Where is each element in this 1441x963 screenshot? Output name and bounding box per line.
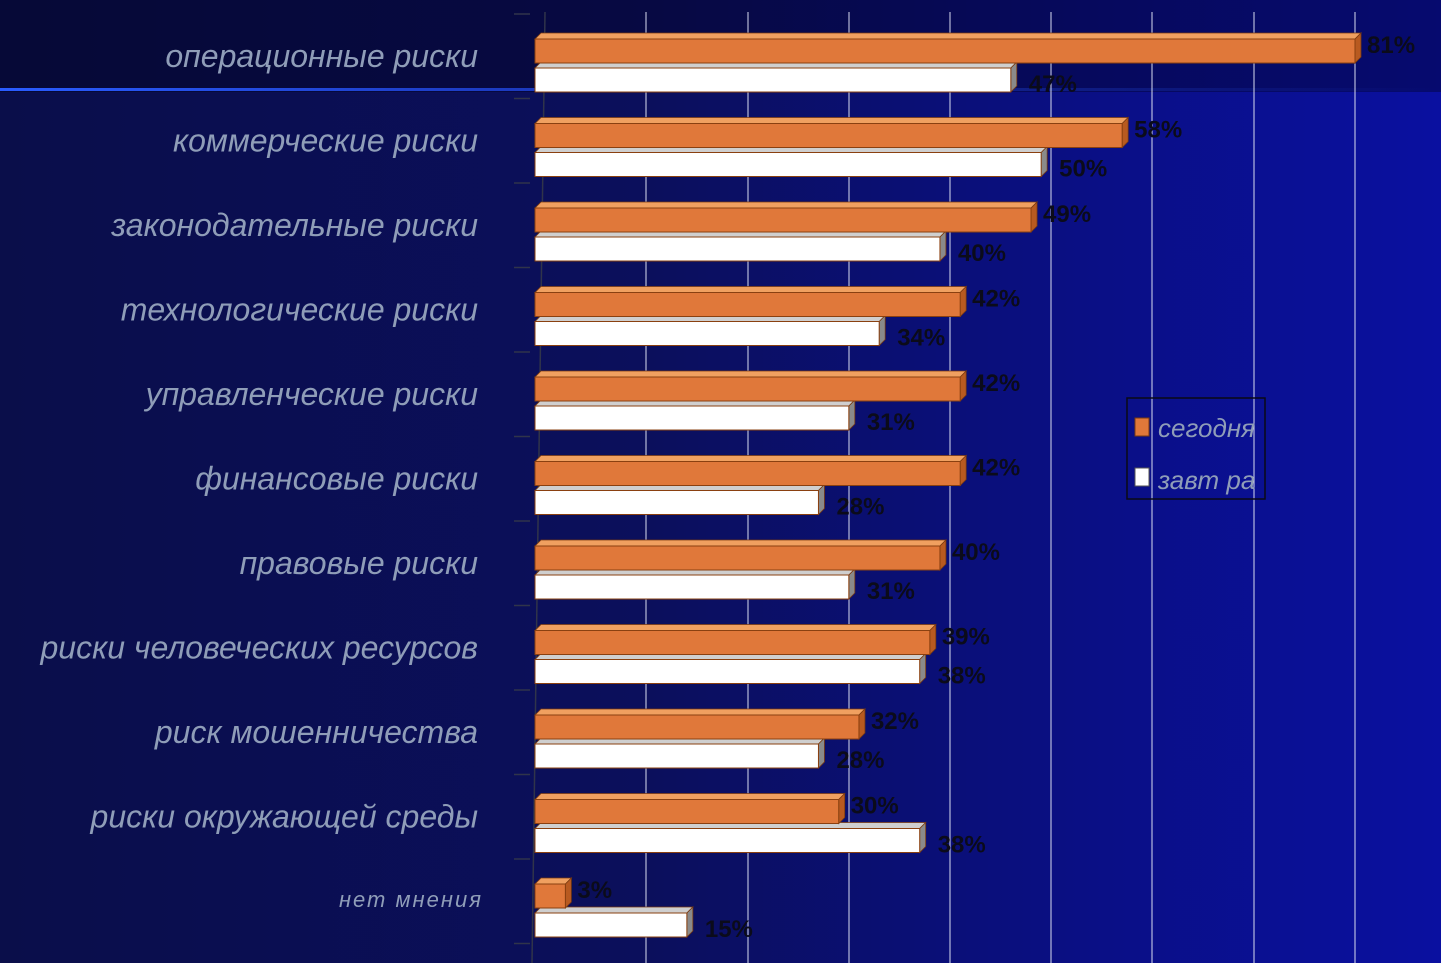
bar-tomorrow — [534, 737, 826, 769]
category-label: нет мнения — [339, 887, 483, 912]
value-label-today: 30% — [851, 793, 899, 820]
bar-tomorrow — [534, 314, 887, 347]
bar-tomorrow — [534, 61, 1018, 93]
bar-tomorrow — [534, 230, 947, 262]
legend-box — [1126, 397, 1266, 500]
category-label: законодательные риски — [110, 207, 478, 243]
value-label-today: 40% — [952, 539, 1000, 566]
bar-tomorrow — [534, 568, 856, 600]
value-labels: 81% 47% 58% 50% 49% 40% 42% 34% 42% 31% 42% 28% 40% 3… — [577, 32, 1415, 943]
bar-tomorrow — [534, 821, 927, 854]
category-label: правовые риски — [240, 545, 479, 581]
bar-today — [534, 116, 1130, 149]
value-label-tomorrow: 28% — [836, 747, 884, 774]
value-label-tomorrow: 50% — [1059, 156, 1107, 183]
bar-tomorrow — [534, 399, 856, 431]
category-label: финансовые риски — [195, 461, 478, 497]
value-label-today: 42% — [972, 286, 1020, 313]
bar-tomorrow — [534, 145, 1049, 178]
bar-tomorrow — [534, 906, 694, 938]
bar-tomorrow — [534, 483, 826, 516]
bar-today — [534, 370, 968, 402]
value-label-today: 58% — [1134, 117, 1182, 144]
value-label-tomorrow: 31% — [867, 409, 915, 436]
bar-today — [534, 539, 947, 571]
value-label-tomorrow: 15% — [705, 916, 753, 943]
category-label: коммерческие риски — [173, 123, 478, 159]
category-label: управленческие риски — [144, 376, 479, 412]
category-label: риски человеческих ресурсов — [40, 630, 479, 666]
category-labels: операционные риски коммерческие риски зако… — [40, 38, 483, 912]
value-label-tomorrow: 40% — [958, 240, 1006, 267]
bar-today — [534, 792, 846, 825]
value-label-tomorrow: 34% — [897, 325, 945, 352]
value-label-tomorrow: 31% — [867, 578, 915, 605]
value-label-tomorrow: 38% — [938, 832, 986, 859]
legend-label-today: сегодня — [1158, 413, 1255, 443]
category-label: риск мошенничества — [154, 714, 478, 750]
bars — [534, 32, 1362, 938]
value-label-today: 32% — [871, 708, 919, 735]
bar-tomorrow — [534, 652, 927, 685]
value-label-today: 42% — [972, 370, 1020, 397]
legend-label-tomorrow: завт ра — [1157, 465, 1255, 495]
legend: сегодня завт ра — [1126, 397, 1266, 500]
bar-today — [534, 201, 1039, 233]
value-label-today: 42% — [972, 455, 1020, 482]
bar-today — [534, 285, 968, 318]
value-label-tomorrow: 47% — [1029, 71, 1077, 98]
bar-today — [534, 877, 573, 909]
bar-today — [534, 708, 866, 740]
bar-today — [534, 454, 968, 487]
value-label-today: 81% — [1367, 32, 1415, 59]
legend-swatch-today — [1134, 417, 1150, 437]
legend-swatch-tomorrow — [1134, 467, 1150, 487]
category-label: операционные риски — [165, 38, 478, 74]
value-label-tomorrow: 38% — [938, 663, 986, 690]
bar-today — [534, 623, 937, 656]
category-label: технологические риски — [121, 292, 478, 328]
category-label: риски окружающей среды — [90, 799, 478, 835]
value-label-today: 39% — [942, 624, 990, 651]
bar-today — [534, 32, 1362, 64]
value-label-today: 49% — [1043, 201, 1091, 228]
value-label-tomorrow: 28% — [836, 494, 884, 521]
value-label-today: 3% — [577, 877, 612, 904]
